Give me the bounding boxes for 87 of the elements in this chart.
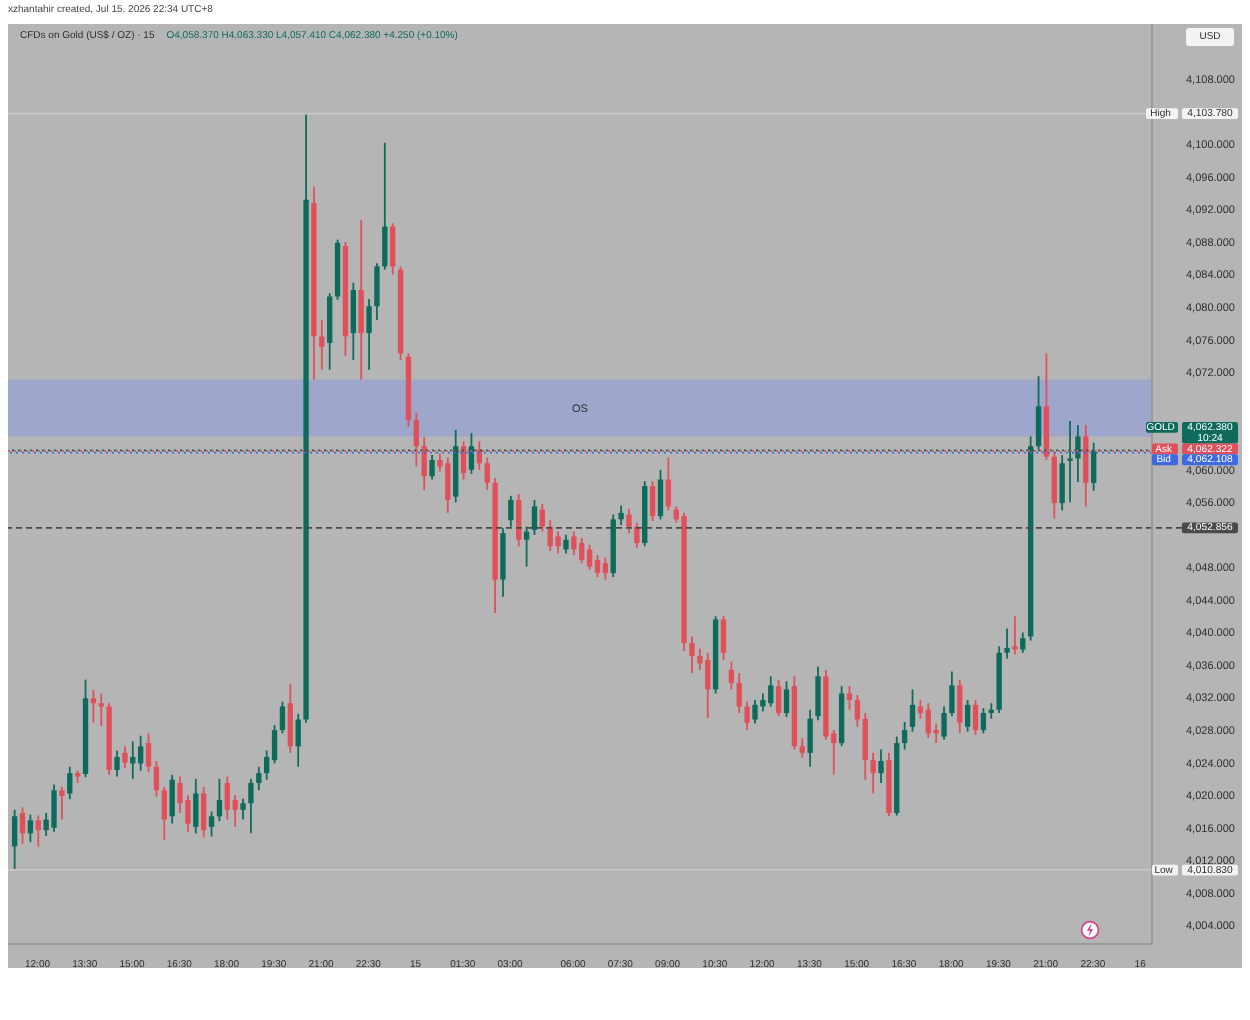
- candlestick: [878, 748, 884, 784]
- candlestick: [67, 765, 73, 801]
- candlestick: [19, 806, 26, 845]
- candlestick: [949, 670, 955, 718]
- candlestick: [531, 498, 538, 536]
- candlestick: [563, 533, 569, 555]
- candlestick: [390, 222, 396, 276]
- candlestick: [327, 292, 333, 371]
- candlestick: [484, 456, 490, 491]
- candlestick: [1020, 631, 1026, 654]
- candlestick: [287, 682, 293, 754]
- candlestick: [799, 737, 805, 759]
- candlestick: [720, 615, 727, 662]
- candlestick: [980, 707, 987, 735]
- candlestick: [1004, 627, 1010, 660]
- candlestick: [657, 468, 664, 521]
- candlestick: [358, 219, 364, 381]
- candlestick: [59, 786, 65, 821]
- candlestick: [862, 712, 868, 781]
- candlestick: [586, 543, 593, 571]
- candlestick: [51, 783, 57, 833]
- candlestick: [957, 678, 963, 735]
- candlestick: [846, 685, 853, 711]
- candlestick: [508, 494, 514, 528]
- candlestick: [539, 503, 546, 533]
- candlestick: [122, 745, 128, 770]
- candlestick: [571, 530, 577, 557]
- candlestick: [783, 680, 790, 718]
- candlestick: [634, 521, 640, 549]
- candlestick: [736, 672, 742, 714]
- candlestick: [216, 777, 223, 823]
- candlestick: [145, 732, 152, 774]
- candlestick: [768, 675, 774, 708]
- candlestick: [523, 525, 530, 568]
- candlestick: [618, 504, 624, 526]
- candlestick: [689, 635, 695, 675]
- candlestick: [295, 712, 301, 768]
- candlestick: [169, 773, 175, 825]
- candlestick: [705, 651, 711, 719]
- candlestick: [909, 688, 916, 733]
- candlestick: [256, 765, 262, 792]
- candlestick: [248, 777, 254, 835]
- candlestick: [941, 705, 947, 741]
- candlestick: [224, 775, 230, 821]
- candlestick: [901, 721, 908, 751]
- candlestick: [1059, 454, 1065, 512]
- candlestick: [854, 694, 861, 728]
- candlestick: [35, 814, 41, 848]
- candlestick: [925, 702, 931, 740]
- candlestick: [649, 480, 656, 522]
- candlestick: [193, 777, 199, 835]
- candlestick: [161, 786, 167, 841]
- candlestick: [90, 689, 97, 724]
- candlestick: [366, 298, 372, 371]
- candlestick: [445, 456, 451, 514]
- candlestick: [752, 699, 758, 725]
- candlestick: [972, 699, 979, 736]
- candlestick: [240, 797, 246, 821]
- candlestick: [429, 454, 435, 481]
- candlestick: [382, 141, 388, 271]
- candlestick: [964, 699, 971, 733]
- candlestick: [728, 660, 735, 691]
- candlestick: [350, 281, 356, 361]
- candlestick: [555, 530, 561, 555]
- candlestick: [27, 813, 34, 844]
- candlestick: [319, 319, 325, 371]
- candlestick: [500, 527, 506, 598]
- candlestick: [153, 760, 160, 798]
- candlestick: [602, 556, 609, 581]
- candlestick: [815, 665, 821, 722]
- candlestick: [1012, 615, 1018, 656]
- candlestick: [208, 810, 215, 838]
- candlestick: [626, 507, 632, 535]
- candlestick: [665, 456, 672, 512]
- candlestick: [137, 734, 144, 772]
- candlestick: [744, 700, 750, 731]
- candlestick: [775, 678, 782, 718]
- candlestick: [114, 749, 120, 778]
- candlestick: [200, 786, 207, 839]
- candlestick: [271, 724, 278, 765]
- candlestick: [870, 751, 876, 795]
- candlestick: [594, 554, 601, 579]
- candlestick: [807, 708, 813, 768]
- candlestick: [11, 808, 18, 871]
- candlestick: [579, 537, 585, 565]
- candlestick: [374, 262, 380, 321]
- candlestick: [279, 700, 286, 735]
